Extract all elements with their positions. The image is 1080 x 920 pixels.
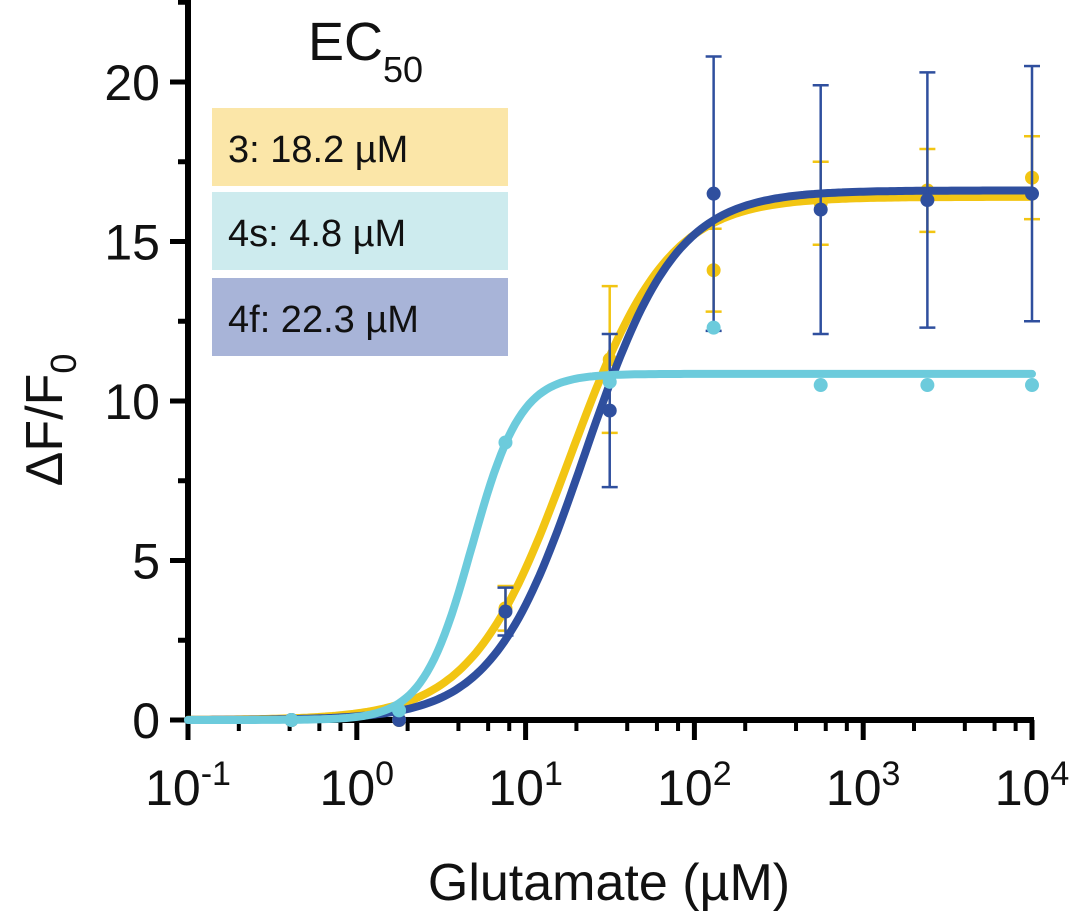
y-tick-label: 0 xyxy=(132,693,160,749)
data-point-4f xyxy=(392,713,407,727)
legend-box xyxy=(212,192,508,270)
legend: 3: 18.2 µM 4s: 4.8 µM 4f: 22.3 µM xyxy=(212,108,508,356)
data-point-4f xyxy=(813,202,828,217)
legend-box xyxy=(212,278,508,356)
ec50-title: EC50 xyxy=(308,12,423,90)
y-ticks: 0 5 10 15 20 xyxy=(104,0,188,749)
data-point-4s xyxy=(920,378,935,393)
y-tick-label: 10 xyxy=(104,374,160,430)
x-tick-label: 103 xyxy=(826,755,901,816)
series-4s xyxy=(184,320,1039,727)
y-axis-title: ΔF/F0 xyxy=(16,354,84,487)
ec50-title-subscript: 50 xyxy=(383,49,423,90)
axes: 0 5 10 15 20 10-1 100 101 102 103 104 xyxy=(104,0,1069,816)
x-axis-title: Glutamate (µM) xyxy=(428,854,790,912)
data-point-4s xyxy=(1025,378,1039,393)
x-tick-label: 104 xyxy=(995,755,1070,816)
x-tick-label: 102 xyxy=(657,755,732,816)
data-point-4f xyxy=(498,604,513,619)
data-point-4s xyxy=(706,320,721,335)
x-tick-label: 101 xyxy=(488,755,563,816)
data-point-4f xyxy=(920,193,935,208)
data-point-4s xyxy=(284,713,299,727)
x-tick-label: 100 xyxy=(320,755,395,816)
legend-label: 4f: 22.3 µM xyxy=(228,299,419,341)
data-point-4s xyxy=(813,378,828,393)
y-tick-label: 20 xyxy=(104,55,160,111)
legend-box xyxy=(212,108,508,186)
data-point-4f xyxy=(1025,186,1039,201)
x-tick-label: 10-1 xyxy=(145,755,231,816)
data-point-4f xyxy=(602,403,617,418)
data-point-4f xyxy=(706,186,721,201)
y-tick-label: 5 xyxy=(132,534,160,590)
legend-label: 4s: 4.8 µM xyxy=(228,213,406,255)
y-tick-label: 15 xyxy=(104,215,160,271)
x-ticks: 10-1 100 101 102 103 104 xyxy=(145,720,1069,816)
data-point-4s xyxy=(498,435,513,450)
data-point-4s xyxy=(602,374,617,389)
legend-label: 3: 18.2 µM xyxy=(228,129,408,171)
series-layer xyxy=(184,55,1040,727)
data-point-4s xyxy=(392,703,407,718)
y-axis-title-subscript: 0 xyxy=(43,354,84,374)
